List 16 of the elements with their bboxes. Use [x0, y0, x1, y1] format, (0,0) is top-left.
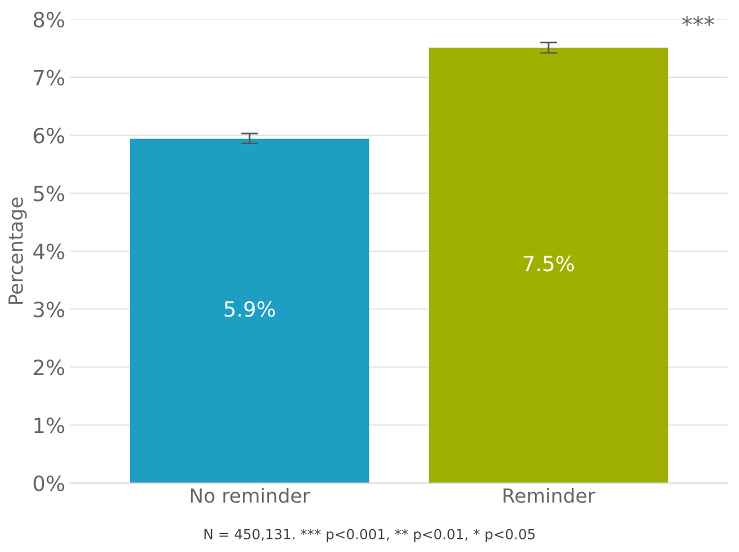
- data-label: 7.5%: [524, 256, 574, 272]
- y-tick-label: 6%: [34, 128, 64, 144]
- x-tick-label: No reminder: [190, 488, 310, 503]
- y-tick-label: 5%: [34, 186, 64, 202]
- y-tick-label: 3%: [34, 302, 64, 318]
- text: N = 450,131. *** p<0.001, ** p<0.01, * p<0.05: [204, 528, 535, 542]
- annotation: ***: [682, 16, 714, 26]
- y-tick-label: 8%: [34, 12, 64, 28]
- y-tick-label: 4%: [33, 244, 64, 260]
- y-tick-label: 1%: [34, 417, 64, 434]
- x-tick-label: Reminder: [504, 488, 596, 503]
- y-tick-label: 7%: [34, 70, 64, 86]
- y-tick-label: 2%: [34, 360, 64, 376]
- y-axis-title: Percentage: [8, 198, 27, 304]
- y-tick-label: 0%: [34, 475, 64, 492]
- data-label: 5.9%: [224, 301, 275, 317]
